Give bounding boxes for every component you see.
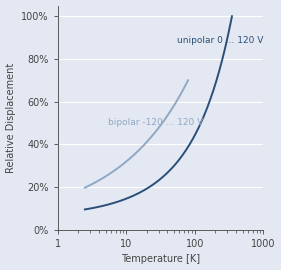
Text: unipolar 0 ... 120 V: unipolar 0 ... 120 V <box>177 36 263 45</box>
X-axis label: Temperature [K]: Temperature [K] <box>121 254 200 264</box>
Y-axis label: Relative Displacement: Relative Displacement <box>6 63 15 173</box>
Text: bipolar -120 ... 120 V: bipolar -120 ... 120 V <box>108 118 204 127</box>
